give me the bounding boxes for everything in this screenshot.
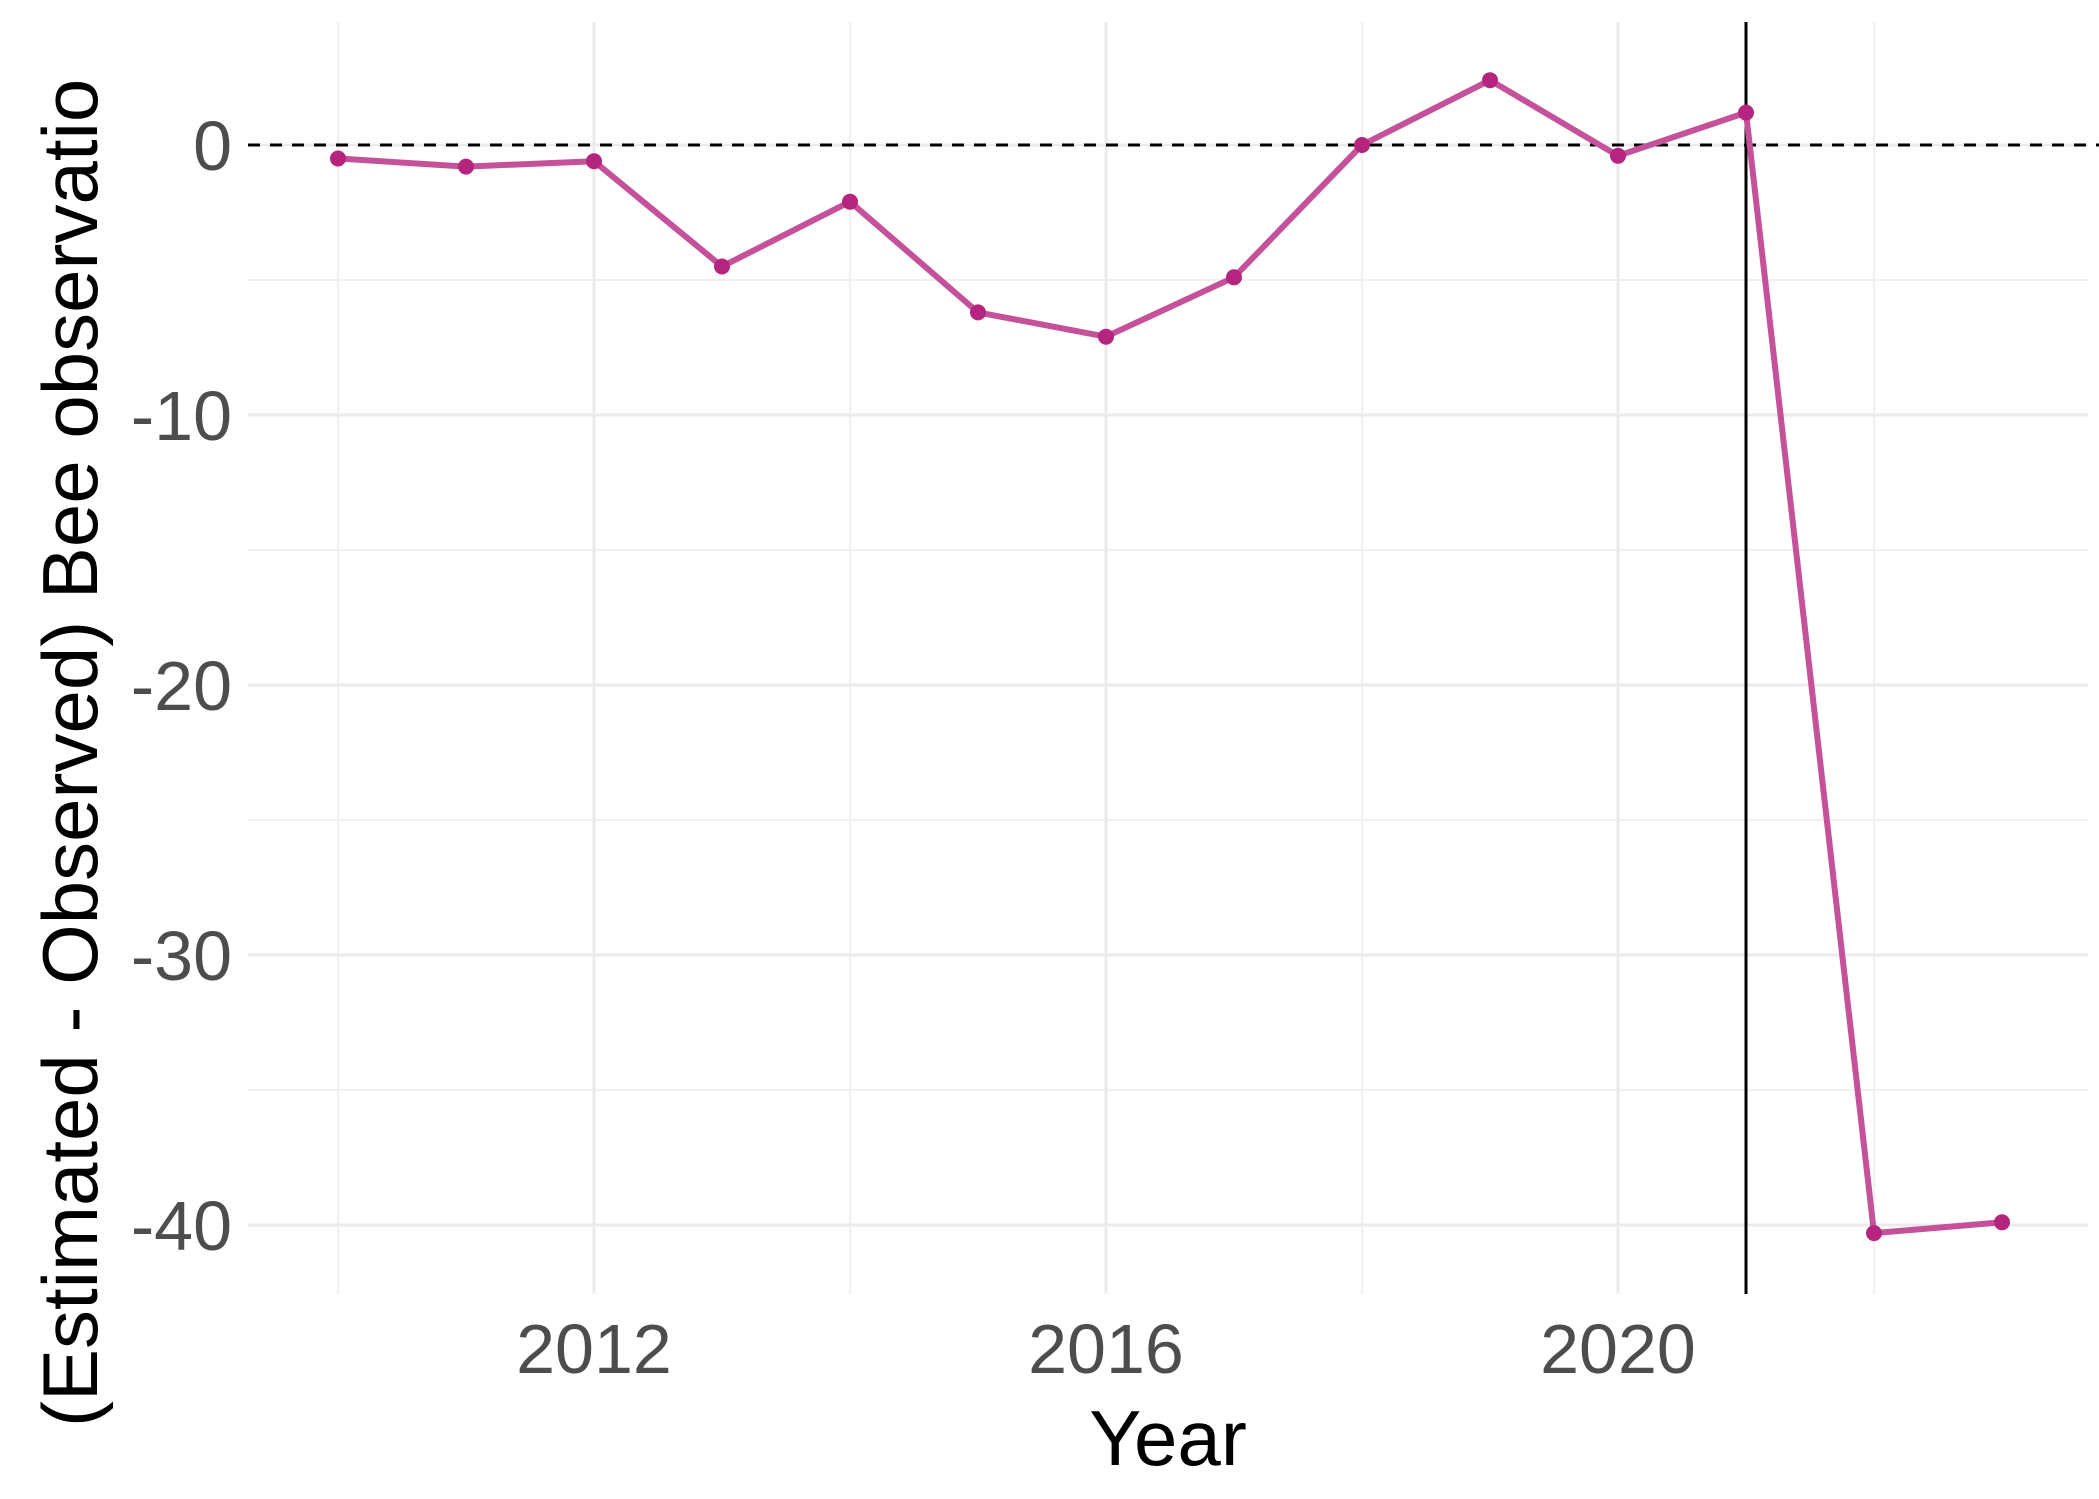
y-tick-label: -30 — [131, 917, 232, 995]
x-axis-title: Year — [1089, 1394, 1247, 1482]
data-point — [1482, 72, 1498, 89]
x-axis-tick-labels: 2012 2016 2020 — [516, 1310, 1696, 1388]
data-point — [970, 304, 986, 321]
data-point — [330, 150, 346, 167]
data-point — [842, 193, 858, 210]
data-point — [714, 258, 730, 275]
x-tick-label: 2012 — [516, 1310, 672, 1388]
data-point — [1354, 137, 1370, 153]
series-line — [335, 77, 2005, 1237]
y-tick-label: -40 — [131, 1187, 232, 1265]
data-point — [586, 153, 602, 170]
y-tick-label: -10 — [131, 377, 232, 455]
data-point — [1226, 269, 1242, 286]
series-layer — [330, 72, 2010, 1242]
y-tick-label: 0 — [193, 107, 232, 185]
y-tick-label: -20 — [131, 647, 232, 725]
x-tick-label: 2016 — [1028, 1310, 1184, 1388]
data-point — [458, 158, 474, 175]
data-point — [1098, 328, 1114, 345]
data-point — [1738, 104, 1754, 121]
data-point — [1994, 1214, 2010, 1231]
data-point — [1866, 1225, 1882, 1242]
y-axis-tick-labels: 0 -10 -20 -30 -40 — [131, 107, 232, 1265]
major-gridlines — [248, 22, 2088, 1294]
data-point — [1610, 147, 1626, 164]
minor-gridlines — [248, 22, 2088, 1294]
x-tick-label: 2020 — [1540, 1310, 1696, 1388]
y-axis-title: (Estimated - Observed) Bee observatio — [26, 79, 114, 1427]
reference-lines — [248, 22, 2099, 1294]
